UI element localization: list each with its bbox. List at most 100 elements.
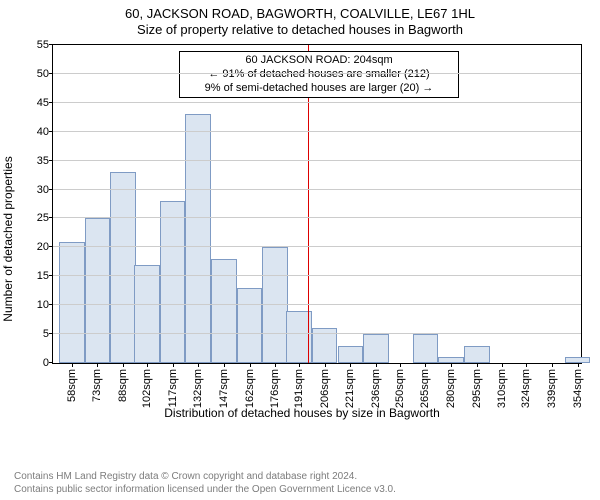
xtick-label: 310sqm [496,369,508,408]
ytick-label: 55 [37,39,49,51]
xtick-label: 58sqm [66,369,78,402]
xtick-label: 162sqm [244,369,256,408]
ytick-label: 40 [37,126,49,138]
xtick-mark [72,363,73,367]
xtick-label: 250sqm [394,369,406,408]
xtick-label: 295sqm [471,369,483,408]
xtick-label: 88sqm [117,369,129,402]
xtick-label: 132sqm [192,369,204,408]
gridline [53,333,581,334]
ytick-mark [49,102,53,103]
chart-container: Number of detached properties 60 JACKSON… [14,44,590,434]
xtick-mark [552,363,553,367]
xtick-label: 147sqm [218,369,230,408]
ytick-mark [49,246,53,247]
xtick-label: 117sqm [167,369,179,407]
ytick-label: 15 [37,270,49,282]
histogram-bar [413,334,439,363]
ytick-mark [49,160,53,161]
ytick-label: 0 [43,357,49,369]
xtick-mark [275,363,276,367]
histogram-bar [464,346,490,363]
gridline [53,102,581,103]
info-box-line: 60 JACKSON ROAD: 204sqm [186,54,452,68]
histogram-bar [160,201,186,363]
footer-line-2: Contains public sector information licen… [14,484,590,497]
ytick-mark [49,217,53,218]
xtick-mark [451,363,452,367]
xtick-mark [578,363,579,367]
histogram-bar [262,247,288,363]
xtick-label: 280sqm [445,369,457,408]
ytick-label: 10 [37,299,49,311]
gridline [53,246,581,247]
xtick-mark [224,363,225,367]
page-title: 60, JACKSON ROAD, BAGWORTH, COALVILLE, L… [0,6,600,22]
xtick-label: 73sqm [91,369,103,402]
ytick-mark [49,362,53,363]
info-box-line: 9% of semi-detached houses are larger (2… [186,82,452,96]
xtick-mark [350,363,351,367]
page-subtitle: Size of property relative to detached ho… [0,22,600,38]
gridline [53,131,581,132]
info-box: 60 JACKSON ROAD: 204sqm← 91% of detached… [179,51,459,98]
ytick-label: 50 [37,68,49,80]
xtick-label: 102sqm [141,369,153,408]
xtick-label: 354sqm [572,369,584,408]
xtick-mark [526,363,527,367]
ytick-mark [49,304,53,305]
histogram-bar [110,172,136,363]
ytick-label: 35 [37,155,49,167]
xtick-mark [123,363,124,367]
xtick-label: 265sqm [419,369,431,408]
xtick-mark [173,363,174,367]
xtick-mark [400,363,401,367]
gridline [53,304,581,305]
gridline [53,160,581,161]
ytick-mark [49,73,53,74]
xtick-label: 236sqm [370,369,382,408]
xtick-mark [299,363,300,367]
info-box-line: ← 91% of detached houses are smaller (21… [186,68,452,82]
xtick-mark [376,363,377,367]
ytick-label: 25 [37,212,49,224]
xtick-label: 339sqm [546,369,558,408]
xtick-mark [325,363,326,367]
xtick-mark [502,363,503,367]
xtick-mark [477,363,478,367]
gridline [53,217,581,218]
ytick-mark [49,333,53,334]
gridline [53,73,581,74]
xtick-mark [250,363,251,367]
xtick-label: 176sqm [269,369,281,408]
footer-line-1: Contains HM Land Registry data © Crown c… [14,471,590,484]
ytick-mark [49,275,53,276]
xtick-label: 324sqm [520,369,532,408]
gridline [53,275,581,276]
xtick-mark [198,363,199,367]
plot-area: 60 JACKSON ROAD: 204sqm← 91% of detached… [52,44,582,364]
x-axis-label: Distribution of detached houses by size … [14,406,590,420]
histogram-bar [237,288,263,363]
xtick-label: 221sqm [344,369,356,408]
ytick-label: 45 [37,97,49,109]
y-axis-label: Number of detached properties [1,156,15,321]
ytick-mark [49,131,53,132]
xtick-label: 191sqm [293,369,305,408]
gridline [53,189,581,190]
histogram-bar [338,346,364,363]
ytick-label: 30 [37,184,49,196]
ytick-mark [49,189,53,190]
histogram-bar [185,114,211,363]
histogram-bar [85,218,111,363]
ytick-mark [49,44,53,45]
xtick-label: 206sqm [319,369,331,408]
ytick-label: 5 [43,328,49,340]
ytick-label: 20 [37,241,49,253]
xtick-mark [97,363,98,367]
histogram-bar [59,242,85,363]
xtick-mark [425,363,426,367]
histogram-bar [363,334,389,363]
footer: Contains HM Land Registry data © Crown c… [14,471,590,496]
histogram-bar [134,265,160,363]
